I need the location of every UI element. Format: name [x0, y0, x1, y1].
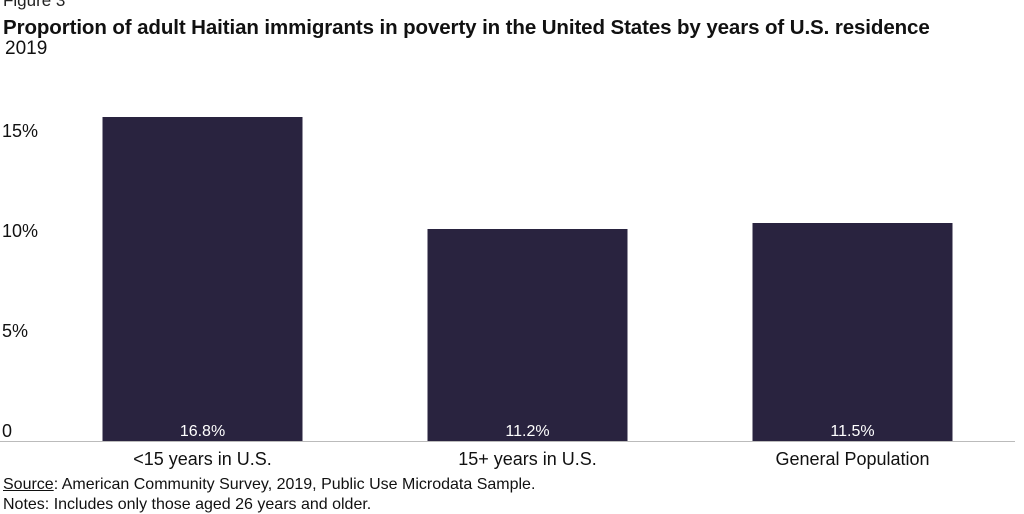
bar-data-label: 11.2% — [505, 423, 549, 440]
y-tick-label: 5% — [2, 321, 28, 341]
y-tick-label: 10% — [2, 221, 38, 241]
x-tick-label: <15 years in U.S. — [133, 449, 272, 469]
notes-note: Notes: Includes only those aged 26 years… — [3, 496, 372, 513]
chart-title: Proportion of adult Haitian immigrants i… — [3, 16, 930, 39]
x-tick-label: General Population — [775, 449, 929, 469]
x-tick-label: 15+ years in U.S. — [458, 449, 597, 469]
bar — [427, 229, 628, 441]
y-tick-label: 0 — [2, 421, 12, 441]
source-text: : American Community Survey, 2019, Publi… — [53, 476, 536, 493]
y-axis-ticks: 0 5% 10% 15% — [2, 121, 38, 441]
bar-data-label: 11.5% — [830, 423, 874, 440]
source-note: Source: American Community Survey, 2019,… — [3, 476, 535, 494]
y-tick-label: 15% — [2, 121, 38, 141]
bar — [102, 117, 303, 441]
chart-subtitle: 2019 — [5, 38, 48, 59]
figure-label: Figure 3 — [3, 0, 66, 10]
x-axis-tick-labels: <15 years in U.S. 15+ years in U.S. Genera… — [133, 449, 929, 469]
source-label: Source — [3, 476, 54, 493]
bar-data-labels: 16.8% 11.2% 11.5% — [180, 423, 875, 440]
bar-chart: 0 5% 10% 15% 16.8% 11.2% 11.5% <15 years in U… — [0, 117, 1015, 469]
bar — [752, 223, 953, 441]
bars — [102, 117, 953, 441]
bar-data-label: 16.8% — [180, 423, 225, 440]
